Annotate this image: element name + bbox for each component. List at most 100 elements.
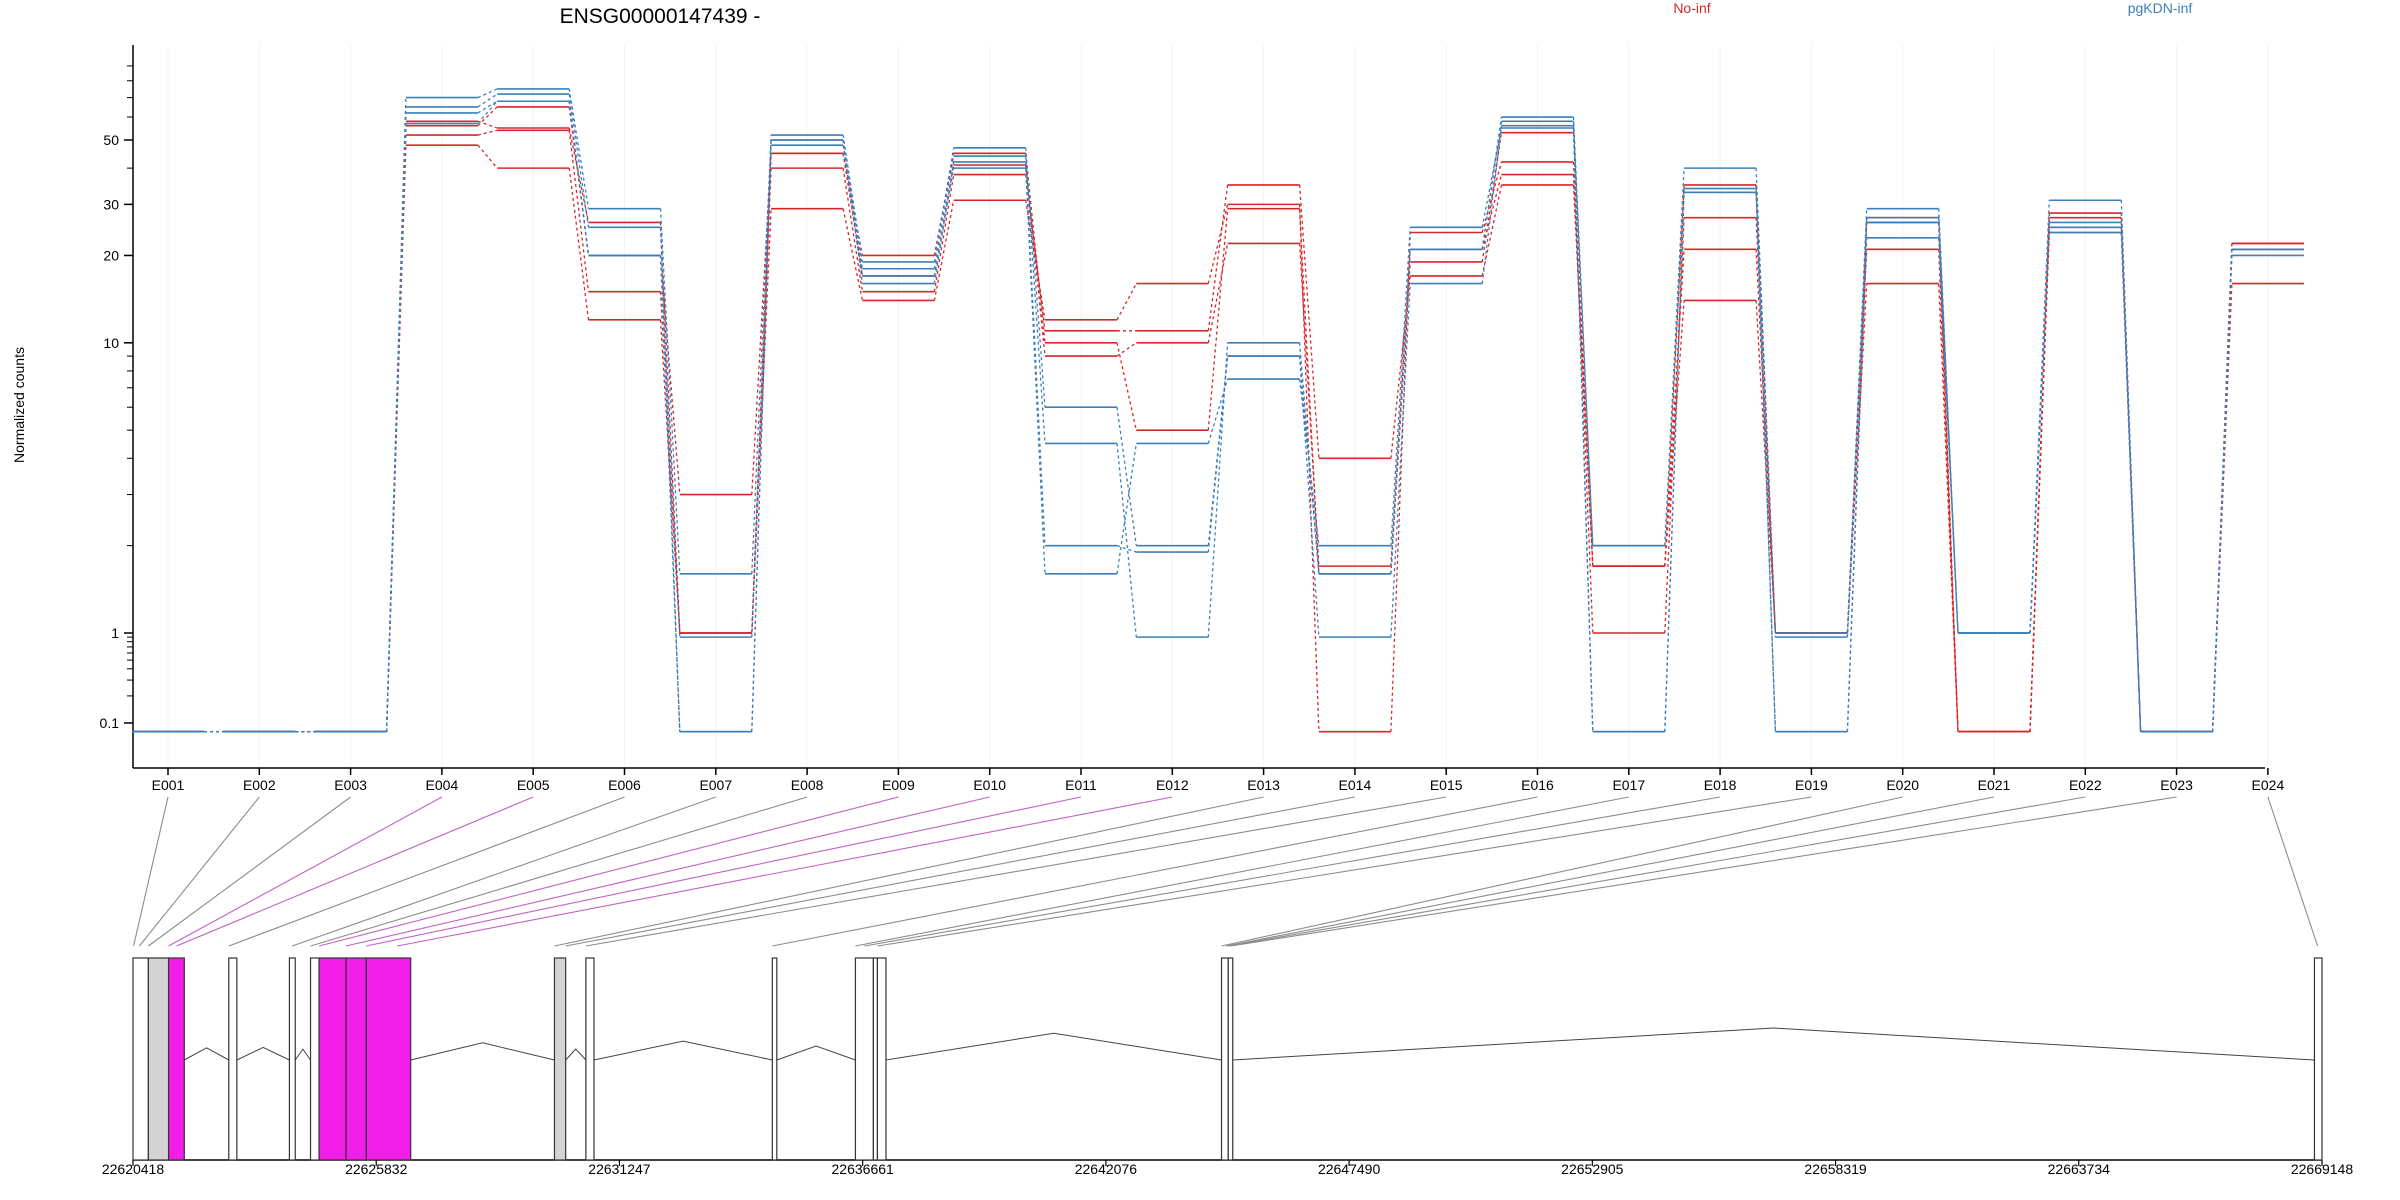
series-1-connector [1207,204,1229,284]
x-tick-label-e006: E006 [608,777,641,793]
exon-link-e019 [877,796,1812,947]
coordinate-label: 22642076 [1075,1161,1138,1177]
intron-line [236,1046,290,1061]
exon-link-e016 [772,796,1538,947]
intron-line [593,1040,773,1061]
exon-block-18 [2313,957,2323,1161]
x-tick-label-e014: E014 [1339,777,1372,793]
series-2-connector [1572,184,1594,567]
x-tick-label-e024: E024 [2252,777,2285,793]
exon-link-e024 [2267,796,2319,947]
exon-block-5 [288,957,296,1161]
exon-link-e007 [291,796,716,947]
exon-block-12 [771,957,778,1161]
series-lines [132,88,2304,733]
series-7-connector [1116,443,1137,574]
exon-block-17 [1227,957,1234,1161]
x-tick-label-e004: E004 [426,777,459,793]
exon-link-e013 [554,796,1264,947]
series-5-connector [568,88,590,209]
series-7-connector [842,145,864,277]
exon-link-e009 [318,796,899,947]
x-tick-label-e021: E021 [1978,777,2011,793]
y-tick-label: 30 [103,196,119,212]
series-7-connector [477,100,498,114]
x-tick-label-e007: E007 [699,777,732,793]
x-tick-label-e019: E019 [1795,777,1828,793]
series-8-connector [1298,356,1320,638]
series-3-connector [1207,243,1229,343]
x-tick-label-e020: E020 [1886,777,1919,793]
series-8-connector [568,101,590,256]
exon-block-3 [167,957,185,1161]
exon-link-e012 [397,796,1173,947]
series-7-connector [1572,127,1594,732]
exon-block-6 [309,957,320,1161]
exon-link-e014 [565,796,1356,947]
x-tick-label-e008: E008 [791,777,824,793]
exon-link-e006 [228,796,625,947]
y-axis-label: Normalized counts [11,347,27,463]
series-6-connector [1207,342,1229,638]
series-7-connector [659,255,681,638]
intron-line [565,1048,587,1061]
series-1-connector [1298,204,1320,732]
exon-link-e002 [138,796,260,947]
x-tick-label-e023: E023 [2160,777,2193,793]
series-6-connector [842,139,864,269]
series-2-connector [842,168,864,292]
series-3-connector [1664,249,1685,567]
gene-model [132,957,2323,1161]
exon-block-16 [1220,957,1229,1161]
series-8-connector [1207,356,1229,553]
series-1-connector [1116,283,1137,321]
coordinate-label: 22620418 [102,1161,165,1177]
y-tick-label: 20 [103,247,119,263]
series-1-connector [933,200,955,301]
y-tick-label: 10 [103,335,119,351]
coordinate-label: 22663734 [2048,1161,2111,1177]
exon-block-11 [585,957,595,1161]
vertical-grid [167,45,2269,767]
coordinate-label: 22652905 [1561,1161,1624,1177]
series-8-connector [2211,249,2233,732]
series-8-connector [1572,125,1594,546]
series-8-connector [842,139,864,284]
y-tick-label: 0.1 [100,715,120,731]
exon-link-e023 [1230,796,2177,947]
series-8-connector [1025,161,1046,546]
coordinate-label: 22625832 [345,1161,408,1177]
series-4-connector [1481,132,1503,263]
x-tick-label-e016: E016 [1521,777,1554,793]
exon-block-7 [318,957,347,1161]
x-tick-label-e001: E001 [152,777,185,793]
series-8-connector [1755,168,1777,638]
series-3-connector [477,106,498,127]
x-tick-label-e017: E017 [1612,777,1645,793]
coordinate-label: 22669148 [2291,1161,2354,1177]
series-1-connector [1481,161,1503,233]
exon-block-15 [876,957,887,1161]
series-3-connector [1116,342,1137,357]
series-8-connector [933,161,955,284]
series-1-connector [751,208,772,634]
exon-link-e017 [855,796,1629,947]
exon-link-lines [133,796,2319,947]
series-4-connector [933,153,955,256]
exon-link-e010 [345,796,990,947]
series-4-connector [1298,208,1320,574]
x-tick-label-e012: E012 [1156,777,1189,793]
exon-block-1 [132,957,149,1161]
exon-block-10 [553,957,567,1161]
series-5-connector [2120,200,2142,732]
x-tick-label-e003: E003 [334,777,367,793]
intron-line [184,1047,230,1061]
chart-title: ENSG00000147439 - [560,5,761,28]
series-6-connector [477,93,498,108]
exon-block-8 [345,957,367,1161]
exon-block-14 [872,957,879,1161]
series-4-connector [1755,300,1777,634]
exon-block-13 [854,957,874,1161]
series-4-connector [1116,342,1137,431]
